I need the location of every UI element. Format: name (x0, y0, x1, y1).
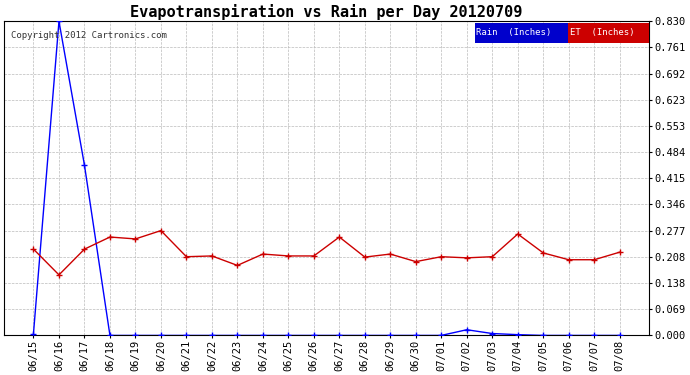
Text: ET  (Inches): ET (Inches) (570, 28, 634, 38)
Text: Rain  (Inches): Rain (Inches) (476, 28, 551, 38)
Title: Evapotranspiration vs Rain per Day 20120709: Evapotranspiration vs Rain per Day 20120… (130, 4, 523, 20)
FancyBboxPatch shape (475, 23, 569, 44)
Text: Copyright 2012 Cartronics.com: Copyright 2012 Cartronics.com (10, 31, 166, 40)
FancyBboxPatch shape (569, 23, 649, 44)
